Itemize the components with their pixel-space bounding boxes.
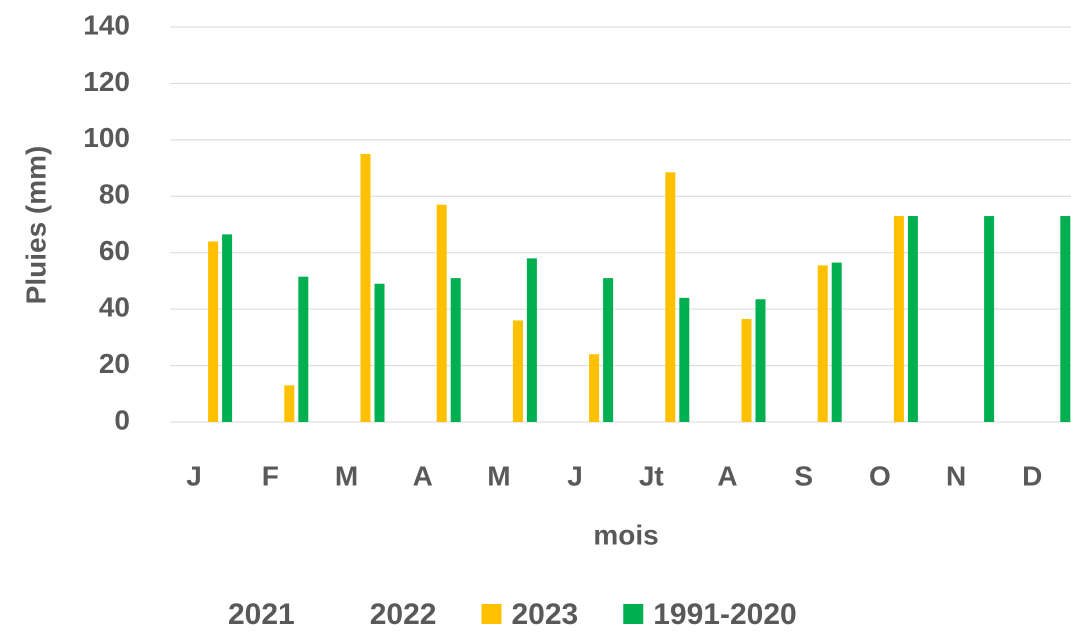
legend-label: 1991-2020 xyxy=(653,598,796,631)
x-tick-label: D xyxy=(1022,460,1042,491)
y-tick-label: 140 xyxy=(83,9,130,40)
bar xyxy=(679,297,690,422)
legend-swatch xyxy=(481,604,502,624)
y-tick-label: 40 xyxy=(99,292,130,323)
bar xyxy=(284,385,295,422)
y-tick-label: 20 xyxy=(99,348,130,379)
bar xyxy=(831,262,842,422)
legend-label: 2022 xyxy=(370,598,437,631)
x-tick-label: M xyxy=(335,460,358,491)
x-tick-label: A xyxy=(413,460,433,491)
legend-swatch xyxy=(339,604,360,624)
x-tick-label: Jt xyxy=(639,460,664,491)
bar xyxy=(222,234,233,422)
bar xyxy=(374,283,385,422)
bar xyxy=(526,258,537,422)
bar xyxy=(893,216,904,422)
x-tick-label: F xyxy=(262,460,279,491)
y-tick-label: 80 xyxy=(99,179,130,210)
y-axis-label: Pluies (mm) xyxy=(20,146,51,305)
bar xyxy=(603,278,614,422)
bar xyxy=(1060,216,1071,422)
x-tick-label: A xyxy=(717,460,737,491)
y-tick-label: 60 xyxy=(99,235,130,266)
bar xyxy=(589,354,600,422)
legend-swatch xyxy=(198,604,218,624)
bar xyxy=(208,241,219,422)
bar xyxy=(665,172,676,422)
bar xyxy=(741,319,752,422)
x-tick-label: O xyxy=(869,460,891,491)
x-tick-label: S xyxy=(794,460,813,491)
bar xyxy=(436,204,447,422)
bar xyxy=(984,216,995,422)
y-tick-label: 100 xyxy=(83,122,130,153)
x-tick-label: M xyxy=(487,460,510,491)
bar xyxy=(298,276,309,422)
bar xyxy=(755,299,766,422)
legend-swatch xyxy=(623,604,644,624)
legend-label: 2023 xyxy=(512,598,579,631)
y-tick-label: 0 xyxy=(114,404,130,435)
bar xyxy=(907,216,918,422)
x-tick-label: N xyxy=(946,460,966,491)
y-tick-label: 120 xyxy=(83,66,130,97)
bar xyxy=(450,278,461,422)
bar xyxy=(817,265,828,422)
legend-label: 2021 xyxy=(228,598,295,631)
x-tick-label: J xyxy=(186,460,202,491)
bar xyxy=(360,153,371,422)
x-axis-label: mois xyxy=(593,519,658,550)
x-tick-label: J xyxy=(567,460,583,491)
bar xyxy=(512,320,523,422)
